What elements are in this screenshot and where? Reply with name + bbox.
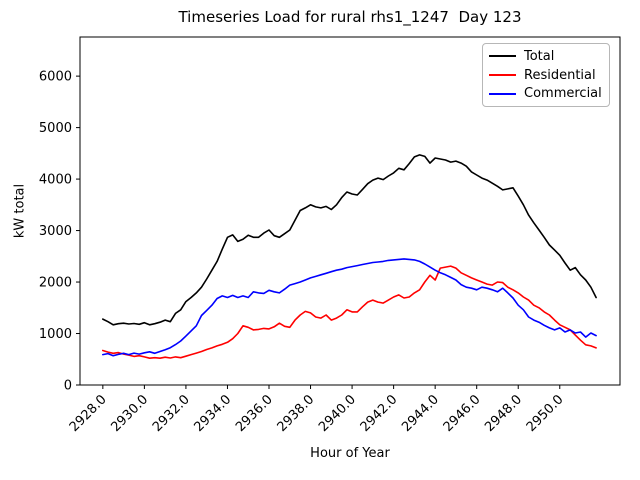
y-tick-label: 6000 xyxy=(39,70,72,85)
legend-line-sample-total xyxy=(489,55,516,58)
series-line-total xyxy=(102,154,597,326)
series-line-residential xyxy=(102,265,597,360)
legend-label: Commercial xyxy=(524,86,602,102)
y-axis-label: kW total xyxy=(12,183,28,239)
legend-line-sample-commercial xyxy=(489,92,516,95)
x-tick-label: 2934.0 xyxy=(192,392,235,435)
x-tick-label: 2940.0 xyxy=(316,392,359,435)
legend: Total Residential Commercial xyxy=(482,43,610,107)
y-tick-label: 2000 xyxy=(39,276,72,291)
x-tick-label: 2938.0 xyxy=(275,392,318,435)
series-line-commercial xyxy=(102,258,597,357)
legend-label: Residential xyxy=(524,67,596,83)
x-tick-label: 2936.0 xyxy=(233,392,276,435)
x-tick-label: 2932.0 xyxy=(150,392,193,435)
y-tick-label: 0 xyxy=(64,379,72,394)
x-tick-label: 2948.0 xyxy=(482,392,525,435)
x-tick-label: 2928.0 xyxy=(67,392,110,435)
x-axis-label: Hour of Year xyxy=(310,446,390,461)
x-tick-label: 2942.0 xyxy=(358,392,401,435)
chart-title: Timeseries Load for rural rhs1_1247 Day … xyxy=(178,8,522,26)
y-tick-label: 3000 xyxy=(39,224,72,239)
x-tick-label: 2950.0 xyxy=(524,392,567,435)
x-tick-label: 2946.0 xyxy=(441,392,484,435)
legend-entry-residential: Residential xyxy=(489,66,603,85)
legend-line-sample-residential xyxy=(489,74,516,76)
y-tick-label: 5000 xyxy=(39,121,72,136)
legend-entry-total: Total xyxy=(489,47,603,66)
legend-entry-commercial: Commercial xyxy=(489,84,603,103)
x-tick-label: 2944.0 xyxy=(399,392,442,435)
y-tick-label: 1000 xyxy=(39,327,72,342)
x-tick-label: 2930.0 xyxy=(108,392,151,435)
legend-label: Total xyxy=(524,48,555,64)
y-tick-label: 4000 xyxy=(39,173,72,188)
plot-border xyxy=(79,36,621,386)
